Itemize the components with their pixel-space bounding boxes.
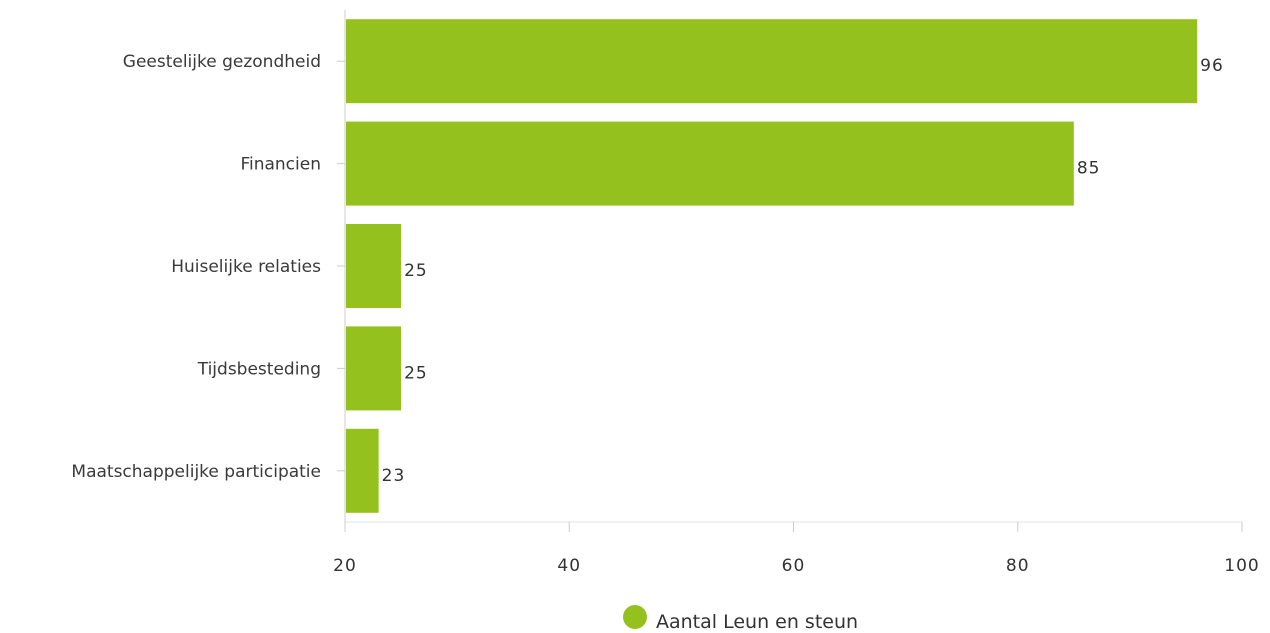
category-label: Tijdsbesteding bbox=[197, 359, 321, 379]
data-label: 23 bbox=[382, 466, 406, 486]
x-tick-label: 60 bbox=[782, 556, 806, 576]
category-label: Huiselijke relaties bbox=[171, 257, 321, 277]
bar[interactable] bbox=[346, 121, 1074, 206]
legend-label[interactable]: Aantal Leun en steun bbox=[656, 611, 858, 633]
category-label: Financien bbox=[240, 155, 321, 175]
bar[interactable] bbox=[346, 428, 379, 513]
data-label: 85 bbox=[1077, 159, 1101, 179]
data-label: 96 bbox=[1200, 56, 1224, 76]
category-label: Maatschappelijke participatie bbox=[71, 462, 321, 482]
x-tick-label: 40 bbox=[557, 556, 581, 576]
bar[interactable] bbox=[346, 224, 402, 308]
data-label: 25 bbox=[404, 261, 428, 281]
x-tick-label: 80 bbox=[1006, 556, 1030, 576]
bar[interactable] bbox=[346, 326, 402, 411]
bar[interactable] bbox=[346, 19, 1198, 104]
category-label: Geestelijke gezondheid bbox=[123, 52, 321, 72]
data-label: 25 bbox=[404, 363, 428, 383]
legend-marker[interactable] bbox=[623, 605, 647, 629]
x-tick-label: 20 bbox=[333, 556, 357, 576]
x-tick-label: 100 bbox=[1224, 556, 1259, 576]
